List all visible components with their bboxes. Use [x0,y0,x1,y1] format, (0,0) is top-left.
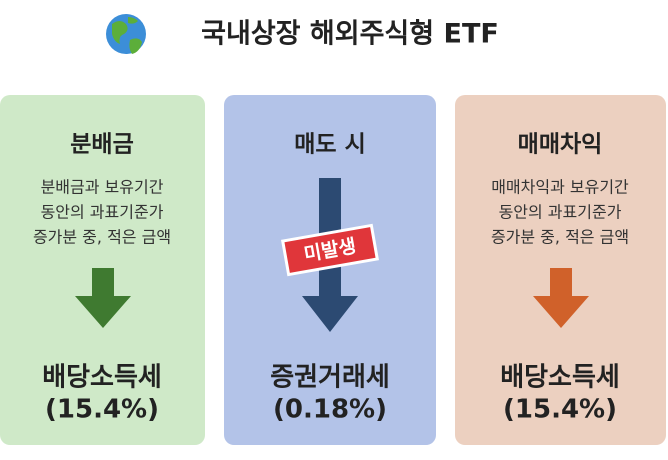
card-description: 동안의 과표기준가 [499,203,622,222]
card-description: 증가분 중, 적은 금액 [33,228,171,247]
card-result: 배당소득세 [42,363,162,393]
arrow [75,268,131,328]
card-description: 매매차익과 보유기간 [491,178,629,197]
arrow [533,268,589,328]
card-heading: 매도 시 [294,132,366,158]
stamp: 미발생 [280,223,380,277]
card-result: 배당소득세 [500,363,620,393]
title: 국내상장 해외주식형 ETF [201,19,499,50]
card-rate: (15.4%) [45,395,159,425]
card-description: 분배금과 보유기간 [41,178,164,197]
card-description: 증가분 중, 적은 금액 [491,228,629,247]
card-result: 증권거래세 [270,363,390,393]
card-rate: (0.18%) [273,395,387,425]
card-heading: 분배금 [70,132,133,158]
globe-icon [106,14,146,54]
card-description: 동안의 과표기준가 [41,203,164,222]
card-rate: (15.4%) [503,395,617,425]
card-heading: 매매차익 [518,132,603,158]
